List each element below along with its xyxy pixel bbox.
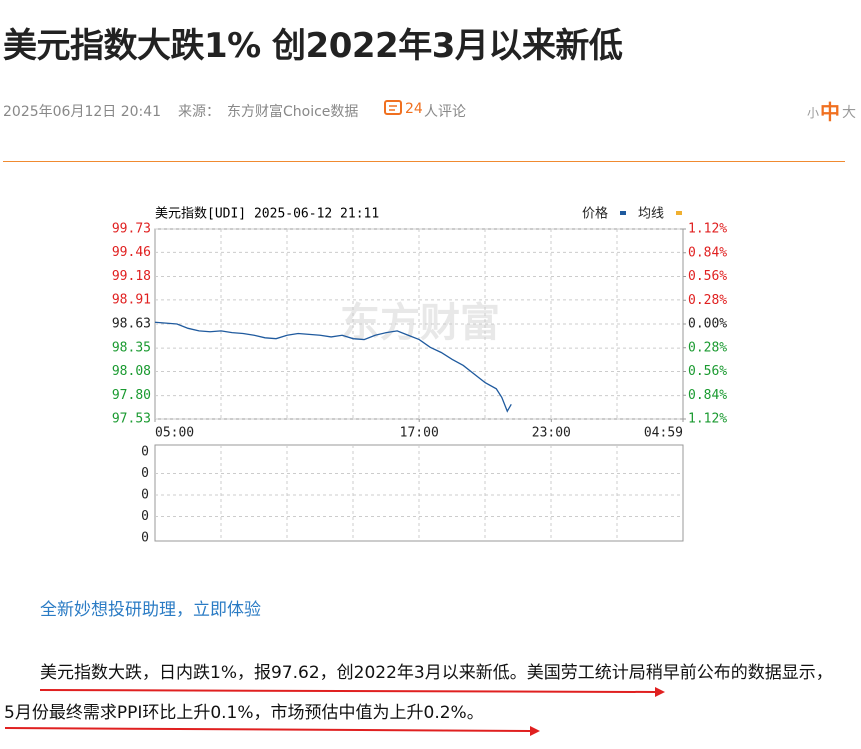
legend-swatch: [676, 211, 682, 215]
volume-axis-label: 0: [141, 531, 149, 546]
y-tick-label: 98.63: [112, 317, 151, 332]
y2-tick-label: 0.28%: [688, 293, 727, 308]
y2-tick-label: 0.56%: [688, 269, 727, 284]
volume-axis-label: 0: [141, 466, 149, 481]
y-tick-label: 97.53: [112, 412, 151, 427]
y-tick-label: 99.18: [112, 269, 151, 284]
annotation-arrow: [4, 727, 531, 732]
x-tick-label: 05:00: [155, 426, 194, 441]
legend-label: 均线: [638, 207, 664, 222]
y-tick-label: 98.35: [112, 341, 151, 356]
legend-label: 价格: [582, 206, 608, 222]
font-small[interactable]: 小: [807, 106, 820, 120]
comment-icon[interactable]: [384, 100, 402, 118]
y2-tick-label: 0.84%: [688, 388, 727, 403]
comment-label[interactable]: 人评论: [424, 104, 466, 120]
volume-axis-label: 0: [141, 509, 149, 524]
comment-count[interactable]: 24: [405, 101, 423, 117]
source-label: 来源：: [178, 104, 220, 120]
volume-axis-label: 0: [141, 488, 149, 503]
font-medium[interactable]: 中: [820, 100, 840, 124]
y2-tick-label: 0.28%: [688, 340, 727, 355]
y2-tick-label: 0.00%: [688, 317, 727, 332]
y2-tick-label: 0.84%: [688, 245, 727, 260]
x-tick-label: 17:00: [400, 426, 439, 441]
y-tick-label: 98.91: [112, 292, 151, 307]
price-line: [154, 321, 512, 413]
datetime: 2025年06月12日 20:41: [3, 104, 162, 120]
promo-link[interactable]: 全新妙想投研助理，立即体验: [40, 600, 261, 620]
annotation-arrowhead: [655, 687, 665, 697]
font-large[interactable]: 大: [842, 105, 856, 121]
legend-swatch: [620, 211, 626, 215]
y-tick-label: 99.46: [112, 245, 151, 260]
x-tick-label: 04:59: [644, 426, 683, 441]
y2-tick-label: 0.56%: [688, 364, 727, 379]
x-tick-label: 23:00: [532, 426, 571, 441]
volume-axis-label: 0: [141, 445, 149, 460]
y-tick-label: 99.73: [112, 222, 151, 237]
annotation-arrowhead: [530, 726, 540, 736]
source[interactable]: 东方财富Choice数据: [227, 104, 359, 120]
y2-tick-label: 1.12%: [688, 412, 727, 427]
divider: [3, 161, 845, 162]
article-title: 美元指数大跌1% 创2022年3月以来新低: [3, 26, 623, 66]
y-tick-label: 97.80: [112, 388, 151, 403]
chart-title: 美元指数[UDI] 2025-06-12 21:11: [155, 207, 379, 222]
y2-tick-label: 1.12%: [688, 222, 727, 237]
y-tick-label: 98.08: [112, 364, 151, 379]
article-paragraph: 美元指数大跌，日内跌1%，报97.62，创2022年3月以来新低。美国劳工统计局…: [4, 663, 833, 723]
annotation-arrow: [39, 689, 656, 693]
